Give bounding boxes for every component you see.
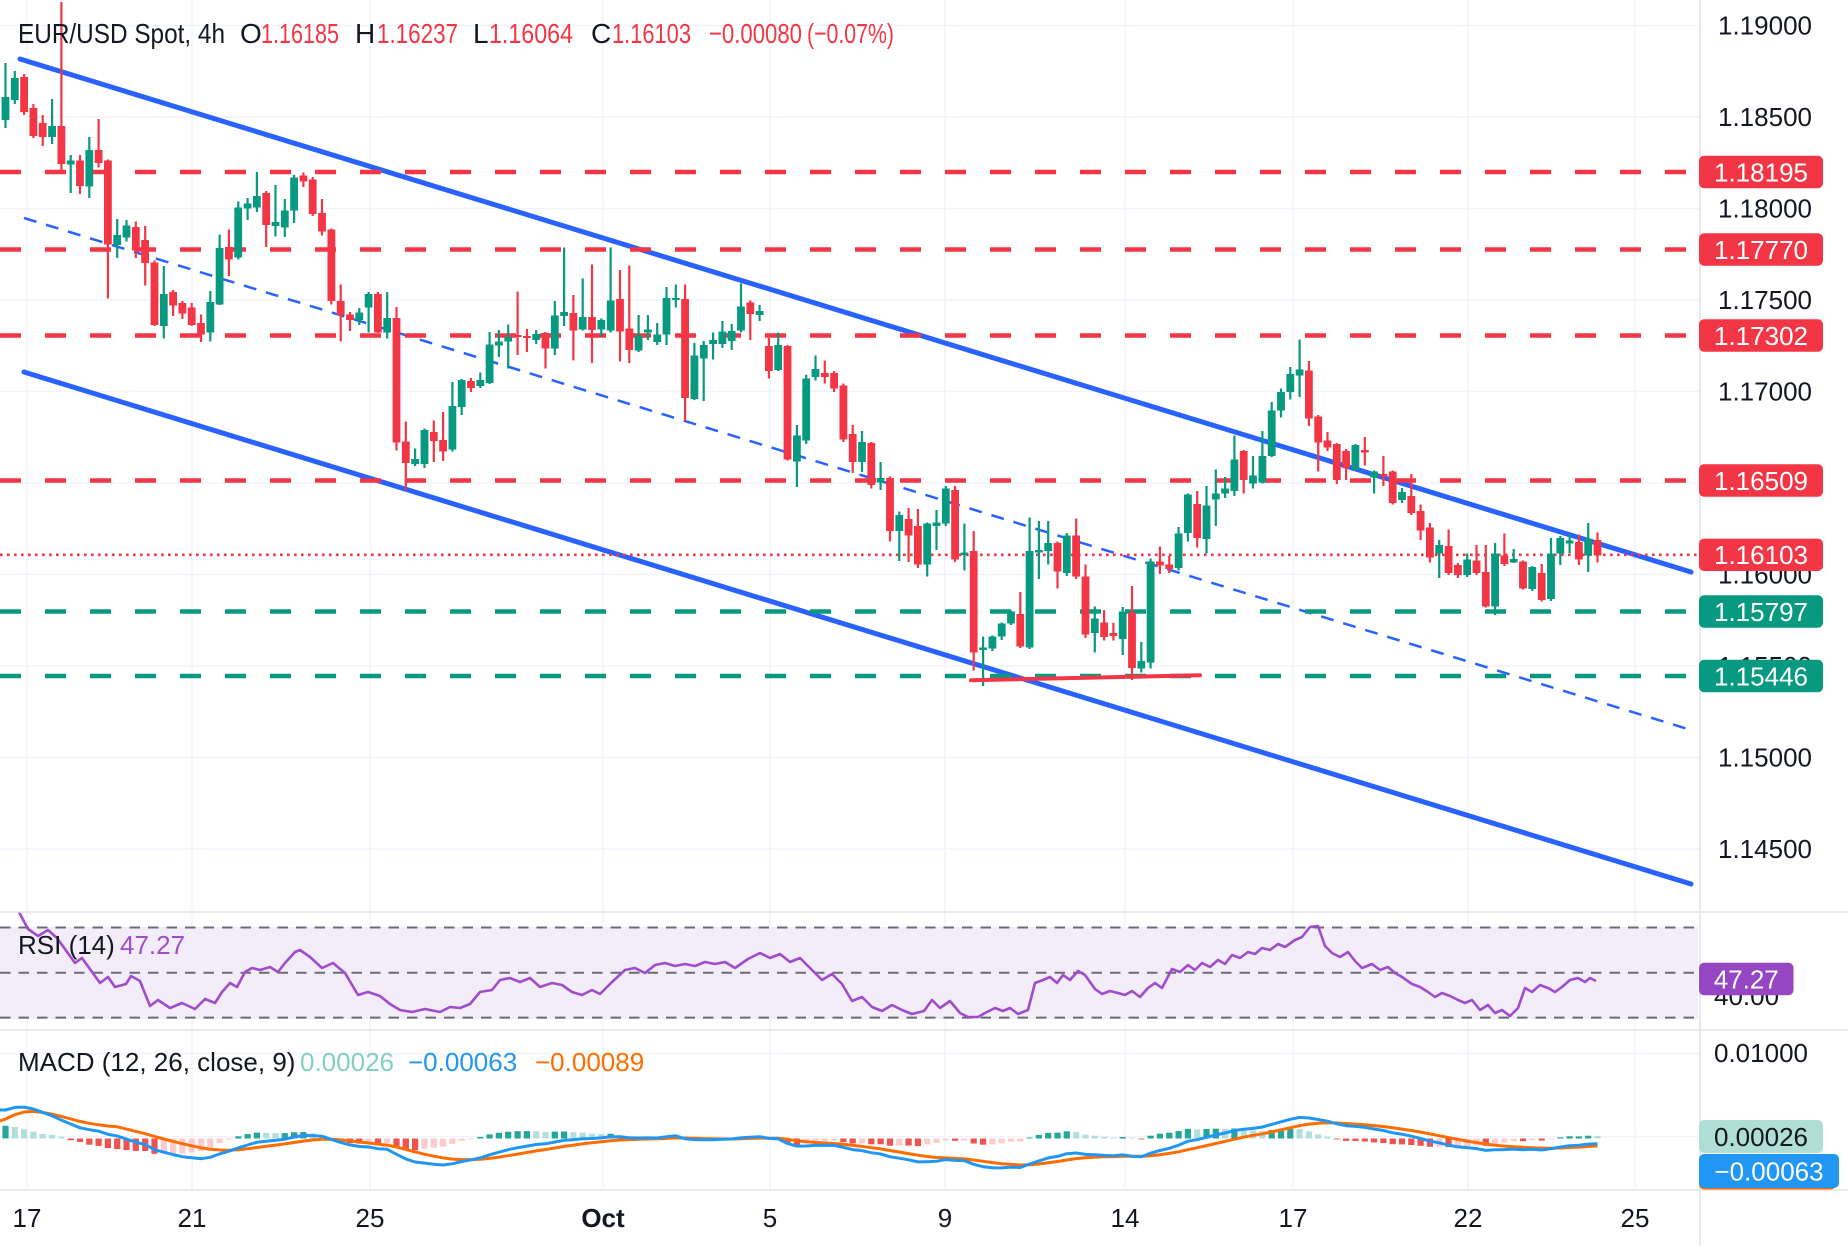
svg-text:5: 5 [763,1203,777,1233]
svg-text:1.16064: 1.16064 [489,18,573,49]
svg-text:1.15797: 1.15797 [1714,597,1808,627]
svg-text:−0.00080: −0.00080 [709,18,802,49]
svg-text:47.27: 47.27 [1714,964,1779,994]
svg-text:22: 22 [1454,1203,1483,1233]
svg-text:RSI (14): RSI (14) [18,930,115,960]
svg-text:1.16103: 1.16103 [1714,540,1808,570]
svg-text:47.27: 47.27 [120,930,185,960]
svg-text:1.18500: 1.18500 [1718,102,1812,132]
svg-text:1.17000: 1.17000 [1718,377,1812,407]
svg-text:L: L [473,18,489,49]
svg-text:25: 25 [356,1203,385,1233]
svg-text:1.14500: 1.14500 [1718,834,1812,864]
svg-text:EUR/USD Spot, 4h: EUR/USD Spot, 4h [18,18,225,49]
svg-text:O: O [240,18,262,49]
svg-text:9: 9 [938,1203,952,1233]
svg-text:H: H [355,18,375,49]
svg-text:1.18000: 1.18000 [1718,194,1812,224]
svg-text:1.17770: 1.17770 [1714,235,1808,265]
svg-text:0.00026: 0.00026 [1714,1122,1808,1152]
svg-text:1.15446: 1.15446 [1714,661,1808,691]
svg-text:1.19000: 1.19000 [1718,11,1812,41]
svg-text:1.15000: 1.15000 [1718,743,1812,773]
svg-text:1.16237: 1.16237 [377,18,458,49]
svg-text:1.17500: 1.17500 [1718,285,1812,315]
svg-text:0.01000: 0.01000 [1714,1038,1808,1068]
svg-text:1.16103: 1.16103 [612,18,691,49]
svg-text:21: 21 [178,1203,207,1233]
svg-text:1.17302: 1.17302 [1714,321,1808,351]
svg-text:−0.00063: −0.00063 [1714,1156,1823,1186]
svg-text:14: 14 [1111,1203,1140,1233]
svg-text:1.16185: 1.16185 [261,18,339,49]
svg-text:17: 17 [13,1203,42,1233]
svg-text:17: 17 [1279,1203,1308,1233]
svg-text:1.16509: 1.16509 [1714,466,1808,496]
svg-text:0.00026: 0.00026 [300,1047,394,1077]
svg-text:−0.00063: −0.00063 [408,1047,517,1077]
svg-text:25: 25 [1621,1203,1650,1233]
svg-text:(−0.07%): (−0.07%) [807,18,894,49]
svg-text:−0.00089: −0.00089 [535,1047,644,1077]
svg-text:Oct: Oct [581,1203,625,1233]
svg-text:MACD (12, 26, close, 9): MACD (12, 26, close, 9) [18,1047,295,1077]
svg-text:1.18195: 1.18195 [1714,157,1808,187]
svg-text:C: C [591,18,611,49]
